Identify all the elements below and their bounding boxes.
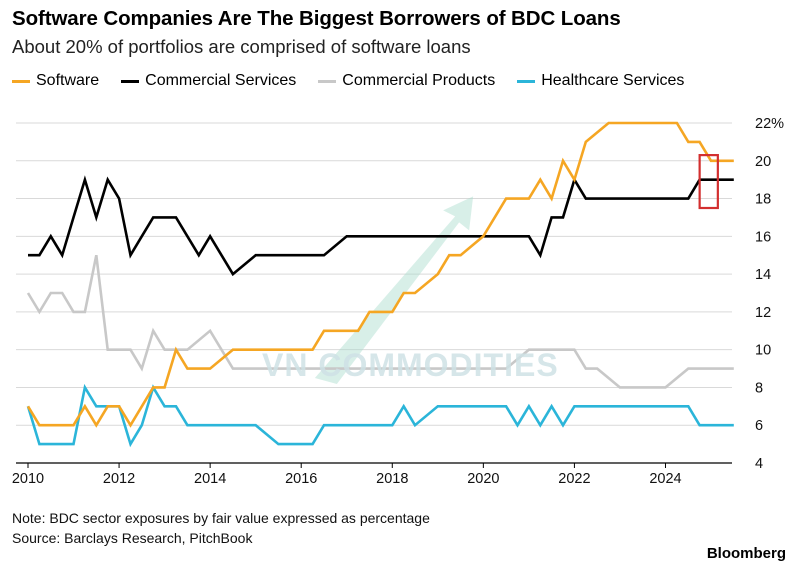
y-tick-label: 16 [755,229,771,245]
x-tick-label: 2024 [649,471,681,487]
y-tick-label: 8 [755,380,763,396]
y-tick-label: 10 [755,343,771,359]
legend-label-commercial-products: Commercial Products [342,72,496,89]
series-line-commercial-services [28,175,734,277]
legend-item-commercial-services: Commercial Services [121,72,296,90]
y-tick-label: 14 [755,267,771,283]
axis-layer: 4 6 8 10 12 14 16 18 20 22% 2010 2012 2014 2016 2018 20… [12,116,784,487]
x-tick-label: 2018 [376,471,408,487]
x-tick-label: 2010 [12,471,44,487]
y-tick-label: 22% [755,116,784,132]
series-line-software [26,121,734,428]
x-tick-label: 2022 [558,471,590,487]
series-layer [26,121,734,448]
y-tick-label: 20 [755,154,771,170]
line-chart: 4 6 8 10 12 14 16 18 20 22% 2010 2012 2014 2016 2018 20… [12,116,784,487]
highlight-box [698,154,719,210]
highlight-layer [698,154,719,210]
legend-item-healthcare-services: Healthcare Services [517,72,684,90]
x-tick-label: 2014 [194,471,226,487]
legend-swatch-healthcare-services [517,79,536,83]
y-tick-label: 12 [755,305,771,321]
legend-swatch-commercial-products [318,79,337,83]
watermark-arrow-shape [314,196,474,384]
series-line-commercial-products [26,254,734,389]
chart-legend: Software Commercial Services Commercial … [12,71,706,91]
legend-item-software: Software [12,72,99,90]
legend-swatch-commercial-services [121,79,140,83]
y-tick-label: 6 [755,418,763,434]
x-tick-label: 2016 [285,471,317,487]
chart-source: Source: Barclays Research, PitchBook [12,530,253,546]
bloomberg-logo: Bloomberg [706,545,786,562]
y-tick-label: 18 [755,192,771,208]
legend-swatch-software [12,79,30,83]
legend-label-healthcare-services: Healthcare Services [541,72,685,89]
x-tick-label: 2020 [467,471,499,487]
legend-item-commercial-products: Commercial Products [318,72,495,90]
y-tick-label: 4 [755,456,763,472]
series-line-healthcare-services [26,383,734,448]
chart-note: Note: BDC sector exposures by fair value… [12,510,430,526]
chart-subtitle: About 20% of portfolios are comprised of… [12,36,471,57]
chart-title: Software Companies Are The Biggest Borro… [12,7,621,30]
watermark-arrow-icon [314,196,474,384]
legend-label-software: Software [36,72,100,89]
legend-label-commercial-services: Commercial Services [145,72,297,89]
watermark-text: VN COMMODITIES [262,347,559,383]
x-tick-label: 2012 [103,471,135,487]
